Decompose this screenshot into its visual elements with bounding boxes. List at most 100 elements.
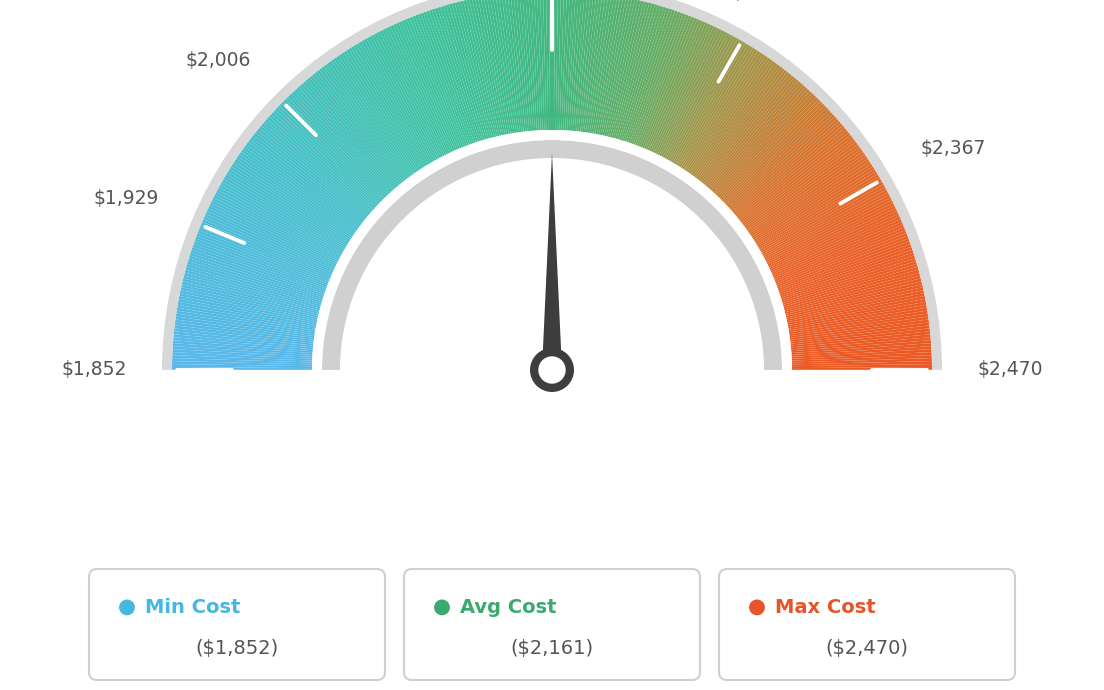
Wedge shape (178, 302, 316, 328)
Wedge shape (508, 0, 526, 132)
Wedge shape (573, 0, 587, 131)
Wedge shape (730, 115, 835, 210)
Wedge shape (790, 334, 931, 349)
Wedge shape (322, 140, 782, 370)
Wedge shape (289, 93, 388, 197)
Wedge shape (346, 49, 424, 168)
Wedge shape (464, 0, 498, 137)
Wedge shape (226, 171, 348, 246)
Wedge shape (782, 258, 916, 302)
Wedge shape (733, 121, 841, 214)
Wedge shape (765, 195, 891, 261)
Wedge shape (191, 247, 325, 294)
Wedge shape (792, 340, 931, 353)
Wedge shape (415, 14, 467, 146)
Wedge shape (590, 0, 615, 133)
Wedge shape (637, 14, 689, 146)
Wedge shape (713, 89, 810, 194)
Wedge shape (571, 0, 585, 131)
Wedge shape (634, 12, 683, 145)
Wedge shape (774, 227, 905, 282)
Wedge shape (317, 70, 405, 181)
Wedge shape (792, 355, 932, 362)
Wedge shape (359, 41, 432, 164)
Wedge shape (176, 319, 315, 340)
Wedge shape (729, 112, 834, 208)
Wedge shape (614, 3, 652, 139)
Wedge shape (308, 77, 399, 186)
Wedge shape (173, 331, 314, 347)
Wedge shape (578, 0, 596, 132)
Wedge shape (245, 144, 359, 229)
Wedge shape (216, 190, 341, 257)
Wedge shape (173, 334, 314, 349)
Wedge shape (767, 203, 894, 266)
Wedge shape (319, 68, 406, 180)
Wedge shape (353, 44, 428, 166)
Wedge shape (487, 0, 512, 134)
Wedge shape (534, 0, 542, 130)
Wedge shape (172, 355, 312, 362)
Wedge shape (789, 317, 928, 338)
Wedge shape (215, 193, 340, 259)
Wedge shape (390, 25, 452, 153)
Wedge shape (265, 119, 372, 213)
Wedge shape (410, 17, 464, 148)
Wedge shape (310, 75, 401, 185)
Wedge shape (698, 68, 785, 180)
Wedge shape (517, 0, 531, 131)
Wedge shape (732, 119, 839, 213)
Wedge shape (194, 239, 327, 288)
Wedge shape (187, 264, 321, 305)
Wedge shape (417, 14, 469, 146)
Wedge shape (198, 230, 329, 284)
Text: ($1,852): ($1,852) (195, 639, 278, 658)
Circle shape (120, 600, 135, 615)
Wedge shape (543, 0, 549, 130)
Wedge shape (501, 0, 522, 132)
Wedge shape (716, 93, 815, 197)
Wedge shape (270, 112, 375, 208)
Wedge shape (211, 200, 338, 264)
Wedge shape (262, 124, 370, 215)
Wedge shape (643, 18, 698, 148)
Wedge shape (426, 10, 475, 144)
Wedge shape (212, 197, 338, 263)
Wedge shape (496, 0, 518, 132)
Wedge shape (217, 187, 341, 256)
Wedge shape (510, 0, 528, 132)
Wedge shape (254, 132, 364, 221)
Wedge shape (709, 83, 804, 190)
Wedge shape (722, 101, 822, 201)
Wedge shape (790, 322, 930, 342)
Wedge shape (300, 83, 395, 190)
FancyBboxPatch shape (404, 569, 700, 680)
Wedge shape (606, 0, 640, 137)
Wedge shape (179, 293, 317, 323)
Wedge shape (287, 95, 386, 197)
Wedge shape (743, 139, 856, 226)
Wedge shape (421, 12, 470, 145)
Wedge shape (669, 39, 741, 161)
Text: ($2,470): ($2,470) (826, 639, 909, 658)
Wedge shape (766, 200, 893, 264)
Circle shape (750, 600, 764, 615)
Wedge shape (187, 261, 322, 303)
Wedge shape (760, 179, 882, 251)
Wedge shape (296, 87, 392, 193)
Wedge shape (499, 0, 520, 132)
Wedge shape (691, 61, 775, 176)
Wedge shape (200, 224, 330, 280)
Wedge shape (675, 43, 749, 164)
Wedge shape (275, 108, 379, 206)
Wedge shape (792, 364, 932, 368)
Wedge shape (284, 99, 383, 200)
Wedge shape (423, 12, 473, 144)
Wedge shape (333, 57, 415, 174)
Wedge shape (361, 40, 433, 162)
Wedge shape (745, 144, 859, 229)
Wedge shape (595, 0, 623, 135)
Wedge shape (790, 326, 930, 344)
Wedge shape (694, 64, 781, 178)
Wedge shape (237, 154, 354, 235)
